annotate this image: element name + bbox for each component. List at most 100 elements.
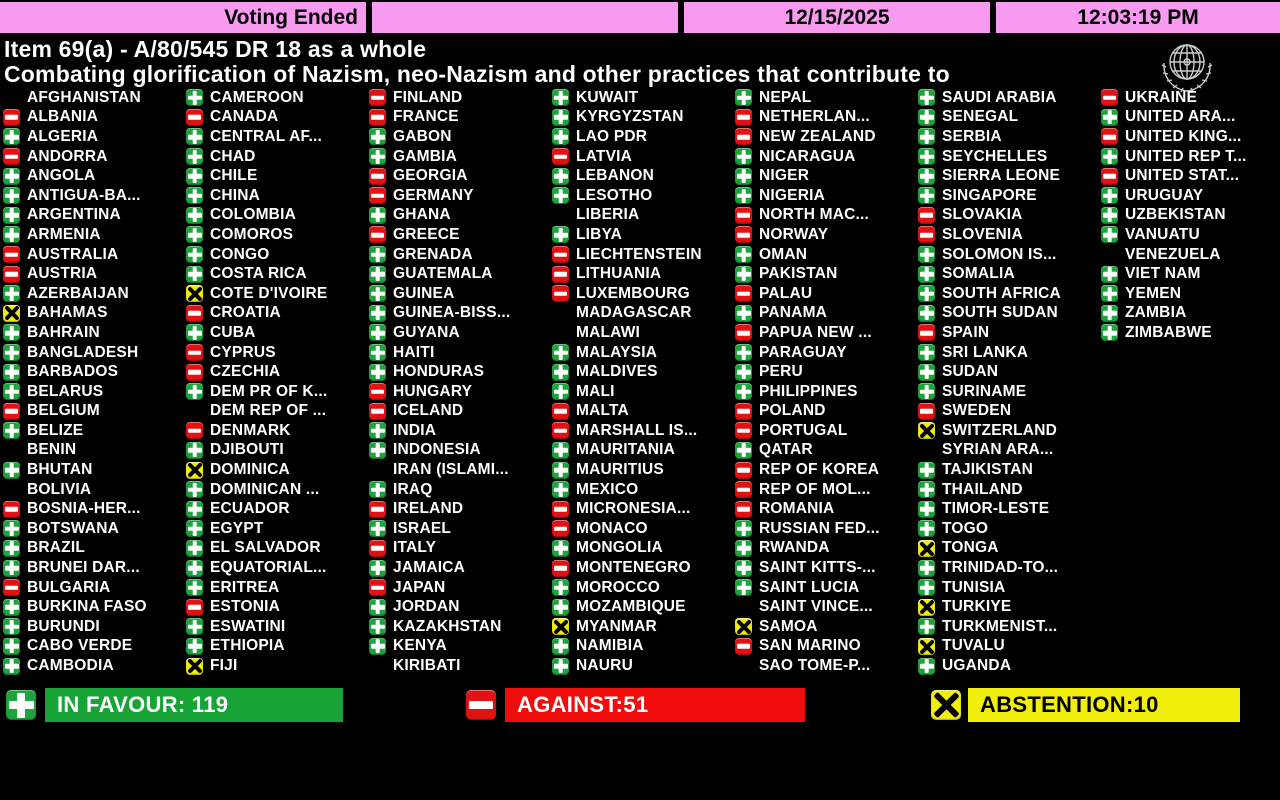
country-name: ESTONIA xyxy=(210,598,281,616)
country-row: DEM REP OF ... xyxy=(186,402,369,422)
country-row: SLOVAKIA xyxy=(918,206,1101,226)
in-favour-icon xyxy=(369,285,386,303)
country-row: ALBANIA xyxy=(3,108,186,128)
in-favour-icon xyxy=(552,481,569,499)
country-name: SLOVAKIA xyxy=(942,206,1023,224)
against-icon xyxy=(552,500,569,518)
in-favour-icon xyxy=(552,539,569,557)
against-icon xyxy=(186,108,203,126)
in-favour-icon xyxy=(369,324,386,342)
country-row: SOUTH AFRICA xyxy=(918,284,1101,304)
country-name: MONTENEGRO xyxy=(576,559,691,577)
country-name: SAUDI ARABIA xyxy=(942,88,1057,106)
abstention-icon xyxy=(735,618,752,636)
country-row: HUNGARY xyxy=(369,382,552,402)
in-favour-icon xyxy=(3,383,20,401)
against-icon xyxy=(3,402,20,420)
against-icon xyxy=(552,285,569,303)
country-name: ROMANIA xyxy=(759,500,835,518)
in-favour-icon xyxy=(3,226,20,244)
country-row: ESWATINI xyxy=(186,617,369,637)
country-name: SURINAME xyxy=(942,382,1027,400)
in-favour-icon xyxy=(186,246,203,264)
in-favour-icon xyxy=(918,265,935,283)
in-favour-icon xyxy=(3,167,20,185)
country-name: IRAQ xyxy=(393,480,433,498)
country-name: BENIN xyxy=(27,441,77,459)
against-icon xyxy=(186,422,203,440)
country-name: AFGHANISTAN xyxy=(27,88,141,106)
country-name: PORTUGAL xyxy=(759,421,848,439)
against-icon xyxy=(735,402,752,420)
country-row: CONGO xyxy=(186,245,369,265)
abstention-icon xyxy=(552,618,569,636)
country-name: NIGER xyxy=(759,167,810,185)
country-row: NAMIBIA xyxy=(552,637,735,657)
abstention-icon xyxy=(918,637,935,655)
in-favour-icon xyxy=(369,481,386,499)
in-favour-icon xyxy=(552,167,569,185)
header-blank-segment xyxy=(372,2,678,33)
country-name: MEXICO xyxy=(576,480,639,498)
country-row: PORTUGAL xyxy=(735,421,918,441)
country-name: MONGOLIA xyxy=(576,539,663,557)
country-row: ANDORRA xyxy=(3,147,186,167)
country-name: SOUTH SUDAN xyxy=(942,304,1058,322)
voting-status: Voting Ended xyxy=(0,2,366,33)
agenda-item-title: Item 69(a) - A/80/545 DR 18 as a whole xyxy=(4,36,427,62)
country-name: FINLAND xyxy=(393,88,463,106)
country-row: SIERRA LEONE xyxy=(918,166,1101,186)
country-name: ZAMBIA xyxy=(1125,304,1187,322)
country-row: ANGOLA xyxy=(3,166,186,186)
country-row: MALAYSIA xyxy=(552,343,735,363)
country-row: SAN MARINO xyxy=(735,637,918,657)
in-favour-icon xyxy=(552,461,569,479)
against-total: AGAINST:51 xyxy=(505,688,805,722)
country-row: SERBIA xyxy=(918,127,1101,147)
country-name: COMOROS xyxy=(210,225,294,243)
country-row: TURKIYE xyxy=(918,597,1101,617)
country-name: HONDURAS xyxy=(393,363,485,381)
against-icon xyxy=(552,422,569,440)
in-favour-icon xyxy=(186,148,203,166)
in-favour-icon xyxy=(3,598,20,616)
against-icon xyxy=(369,89,386,107)
country-name: GUYANA xyxy=(393,323,460,341)
country-name: DEM PR OF K... xyxy=(210,382,328,400)
in-favour-icon xyxy=(735,520,752,538)
country-name: MADAGASCAR xyxy=(576,304,692,322)
in-favour-icon xyxy=(186,167,203,185)
country-name: GHANA xyxy=(393,206,451,224)
abstention-icon xyxy=(186,657,203,675)
country-row: ESTONIA xyxy=(186,597,369,617)
in-favour-icon xyxy=(369,128,386,146)
country-name: SENEGAL xyxy=(942,108,1019,126)
against-icon xyxy=(735,422,752,440)
abstention-total: ABSTENTION:10 xyxy=(968,688,1240,722)
no-vote-placeholder xyxy=(552,305,569,322)
no-vote-placeholder xyxy=(3,481,20,498)
in-favour-icon xyxy=(552,598,569,616)
country-row: TAJIKISTAN xyxy=(918,460,1101,480)
country-name: CHINA xyxy=(210,186,261,204)
country-row: SENEGAL xyxy=(918,108,1101,128)
against-icon xyxy=(552,148,569,166)
no-vote-placeholder xyxy=(3,442,20,459)
country-row: SLOVENIA xyxy=(918,225,1101,245)
in-favour-icon xyxy=(552,657,569,675)
country-name: TUNISIA xyxy=(942,578,1006,596)
country-name: SOUTH AFRICA xyxy=(942,284,1061,302)
in-favour-icon xyxy=(3,520,20,538)
country-name: INDONESIA xyxy=(393,441,481,459)
in-favour-icon xyxy=(3,363,20,381)
vote-column: KUWAIT KYRGYZSTAN LAO PDR LATVIA LEBANON LESO… xyxy=(552,88,735,676)
against-icon xyxy=(3,265,20,283)
country-row: VIET NAM xyxy=(1101,264,1280,284)
country-name: ALBANIA xyxy=(27,108,99,126)
country-name: TURKIYE xyxy=(942,598,1012,616)
abstention-icon xyxy=(918,598,935,616)
country-row: ICELAND xyxy=(369,402,552,422)
country-row: NIGER xyxy=(735,166,918,186)
country-name: UNITED STAT... xyxy=(1125,167,1240,185)
country-row: BURKINA FASO xyxy=(3,597,186,617)
